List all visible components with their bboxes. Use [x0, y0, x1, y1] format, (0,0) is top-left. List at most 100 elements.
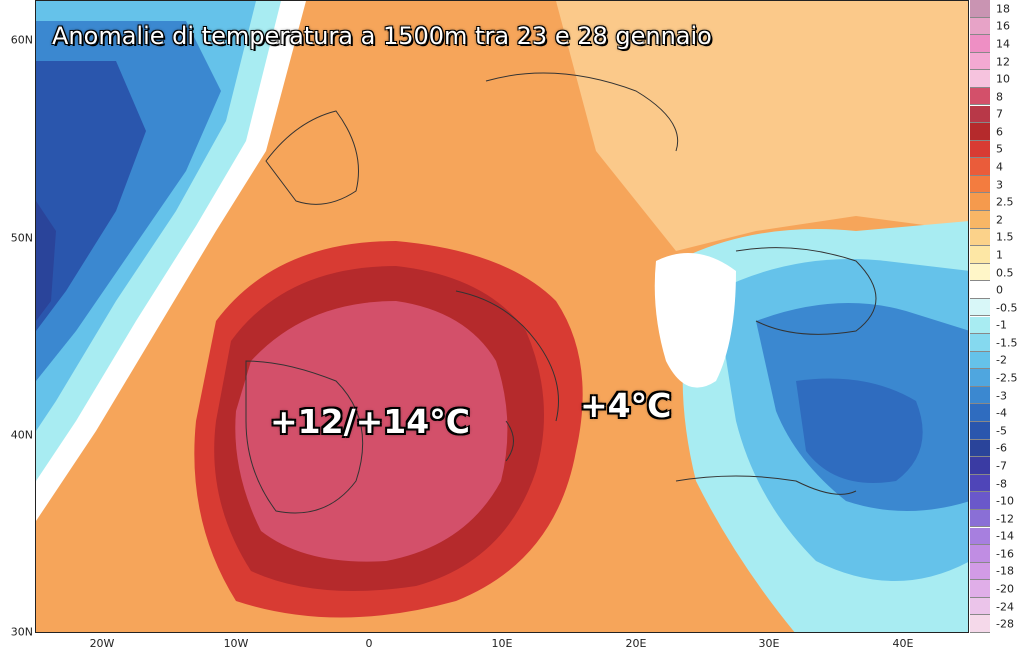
- latitude-label-30n: 30N: [10, 625, 33, 639]
- legend-entry: 2.5: [970, 193, 1024, 211]
- legend-entry: -1.5: [970, 334, 1024, 352]
- legend-label: -6: [996, 441, 1007, 455]
- legend-label: -10: [996, 494, 1014, 508]
- legend-swatch: [970, 298, 990, 317]
- legend-entry: 18: [970, 0, 1024, 18]
- legend-swatch: [970, 17, 990, 36]
- legend-swatch: [970, 87, 990, 106]
- legend-swatch: [970, 70, 990, 88]
- legend-swatch: [970, 369, 990, 387]
- legend-swatch: [970, 281, 990, 299]
- legend-entry: -20: [970, 580, 1024, 598]
- legend-entry: -1: [970, 316, 1024, 335]
- legend-label: -2.5: [996, 371, 1018, 385]
- legend-label: -0.5: [996, 301, 1018, 315]
- legend-entry: -18: [970, 562, 1024, 581]
- legend-entry: -14: [970, 527, 1024, 546]
- legend-label: -7: [996, 459, 1007, 473]
- legend-label: 0.5: [996, 266, 1014, 280]
- legend-label: 14: [996, 37, 1010, 51]
- legend-entry: 7: [970, 105, 1024, 124]
- legend-entry: -3: [970, 386, 1024, 405]
- longitude-label-10w: 10W: [223, 637, 249, 650]
- latitude-label-60n: 60N: [10, 33, 33, 47]
- legend-label: -16: [996, 547, 1014, 561]
- legend-entry: -2.5: [970, 369, 1024, 387]
- legend-swatch: [970, 140, 990, 159]
- legend-swatch: [970, 457, 990, 475]
- longitude-label-10e: 10E: [491, 637, 513, 650]
- legend-label: 3: [996, 178, 1003, 192]
- legend-entry: 10: [970, 70, 1024, 88]
- legend-label: 18: [996, 2, 1010, 16]
- coastlines: [245, 72, 877, 514]
- legend-swatch: [970, 35, 990, 53]
- legend-label: 1.5: [996, 230, 1014, 244]
- legend-label: -20: [996, 582, 1014, 596]
- mild-warm-east: [556, 1, 968, 251]
- legend-entry: -2: [970, 351, 1024, 370]
- legend-swatch: [970, 193, 990, 211]
- latitude-label-40n: 40N: [10, 428, 33, 442]
- legend-entry: 1.5: [970, 228, 1024, 247]
- legend-swatch: [970, 422, 990, 440]
- legend-swatch: [970, 123, 990, 141]
- legend-label: -5: [996, 424, 1007, 438]
- legend-entry: 2: [970, 211, 1024, 229]
- legend-entry: -28: [970, 615, 1024, 633]
- legend-swatch: [970, 211, 990, 229]
- legend-entry: 1: [970, 246, 1024, 264]
- legend-label: 8: [996, 90, 1003, 104]
- cold-anomaly-atlantic-5: [36, 201, 56, 321]
- legend-swatch: [970, 562, 990, 581]
- legend-label: -12: [996, 512, 1014, 526]
- legend-swatch: [970, 158, 990, 176]
- legend-label: -4: [996, 406, 1007, 420]
- legend-label: -3: [996, 389, 1007, 403]
- legend-entry: -0.5: [970, 298, 1024, 317]
- longitude-label-20w: 20W: [89, 637, 115, 650]
- longitude-label-40e: 40E: [892, 637, 914, 650]
- color-legend: 18 16 14 12 10 8 7 6 5 4 3 2.5 2 1.5 1 0.5 0 -0.5 -1 -1.5 -2…: [970, 0, 1024, 633]
- legend-entry: -16: [970, 545, 1024, 563]
- legend-entry: 0: [970, 281, 1024, 299]
- legend-label: 16: [996, 19, 1010, 33]
- legend-label: 4: [996, 160, 1003, 174]
- legend-swatch: [970, 474, 990, 493]
- legend-swatch: [970, 105, 990, 124]
- legend-label: -1.5: [996, 336, 1018, 350]
- legend-swatch: [970, 351, 990, 370]
- legend-entry: 3: [970, 175, 1024, 194]
- legend-label: 12: [996, 55, 1010, 69]
- longitude-label-0: 0: [365, 637, 373, 650]
- legend-swatch: [970, 439, 990, 458]
- legend-swatch: [970, 597, 990, 616]
- legend-label: -14: [996, 529, 1014, 543]
- legend-label: 6: [996, 125, 1003, 139]
- cold-anomaly-atlantic-4: [36, 61, 146, 331]
- legend-label: -8: [996, 477, 1007, 491]
- legend-entry: -6: [970, 439, 1024, 458]
- legend-swatch: [970, 545, 990, 563]
- temperature-anomaly-map: [36, 1, 968, 632]
- legend-swatch: [970, 492, 990, 510]
- legend-swatch: [970, 509, 990, 528]
- legend-swatch: [970, 263, 990, 282]
- longitude-label-30e: 30E: [758, 637, 780, 650]
- latitude-label-50n: 50N: [10, 231, 33, 245]
- legend-entry: -5: [970, 422, 1024, 440]
- legend-swatch: [970, 334, 990, 352]
- legend-label: -24: [996, 600, 1014, 614]
- warm-core-inner: [235, 301, 508, 562]
- legend-entry: 14: [970, 35, 1024, 53]
- legend-entry: -10: [970, 492, 1024, 510]
- legend-entry: 4: [970, 158, 1024, 176]
- legend-entry: -7: [970, 457, 1024, 475]
- legend-swatch: [970, 175, 990, 194]
- legend-entry: -12: [970, 509, 1024, 528]
- map-area[interactable]: [35, 0, 969, 633]
- legend-entry: 8: [970, 87, 1024, 106]
- legend-label: 1: [996, 248, 1003, 262]
- legend-entry: 0.5: [970, 263, 1024, 282]
- legend-entry: 16: [970, 17, 1024, 36]
